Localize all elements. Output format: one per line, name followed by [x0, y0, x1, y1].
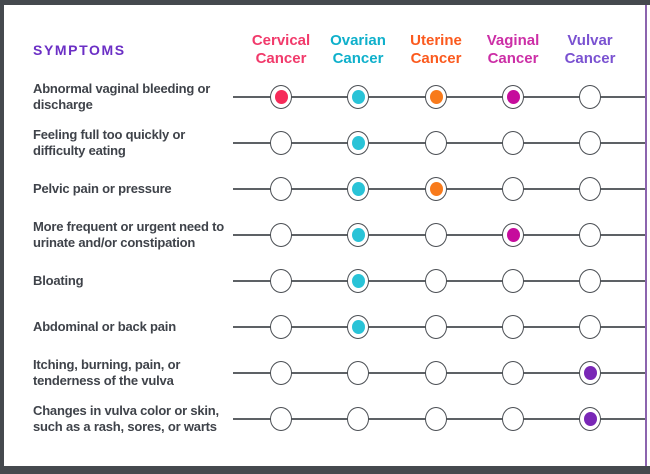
empty-circle — [425, 269, 447, 293]
symptom-dot — [429, 90, 443, 104]
symptom-rows: Abnormal vaginal bleeding or discharge Fe… — [0, 74, 650, 442]
marked-circle — [270, 85, 292, 109]
symptom-row: Feeling full too quickly or difficulty e… — [0, 120, 650, 166]
symptom-row: Pelvic pain or pressure — [0, 166, 650, 212]
empty-circle — [579, 315, 601, 339]
column-header: Ovarian Cancer — [330, 32, 386, 67]
column-header: Vulvar Cancer — [564, 32, 616, 67]
symptom-dot — [429, 182, 443, 196]
symptom-label: Changes in vulva color or skin, such as … — [33, 403, 219, 434]
empty-circle — [425, 361, 447, 385]
symptom-dot — [506, 90, 520, 104]
marked-circle — [425, 85, 447, 109]
symptom-dot — [351, 228, 365, 242]
empty-circle — [270, 315, 292, 339]
empty-circle — [347, 407, 369, 431]
symptom-row: Itching, burning, pain, or tenderness of… — [0, 350, 650, 396]
empty-circle — [270, 177, 292, 201]
marked-circle — [347, 131, 369, 155]
frame-left-border — [0, 0, 4, 474]
symptom-label: More frequent or urgent need to urinate … — [33, 219, 224, 250]
empty-circle — [502, 131, 524, 155]
symptom-row: More frequent or urgent need to urinate … — [0, 212, 650, 258]
frame-bottom-border — [0, 466, 650, 474]
empty-circle — [502, 177, 524, 201]
symptom-dot — [351, 136, 365, 150]
symptom-label: Abnormal vaginal bleeding or discharge — [33, 81, 211, 112]
empty-circle — [502, 315, 524, 339]
symptom-label: Itching, burning, pain, or tenderness of… — [33, 357, 181, 388]
empty-circle — [425, 223, 447, 247]
symptom-dot — [351, 274, 365, 288]
empty-circle — [270, 131, 292, 155]
marked-circle — [347, 177, 369, 201]
marked-circle — [579, 407, 601, 431]
symptom-label: Feeling full too quickly or difficulty e… — [33, 127, 186, 158]
symptom-dot — [351, 320, 365, 334]
symptom-row: Abnormal vaginal bleeding or discharge — [0, 74, 650, 120]
symptom-row: Abdominal or back pain — [0, 304, 650, 350]
marked-circle — [347, 315, 369, 339]
marked-circle — [347, 223, 369, 247]
empty-circle — [502, 407, 524, 431]
marked-circle — [579, 361, 601, 385]
empty-circle — [347, 361, 369, 385]
column-header: Cervical Cancer — [251, 32, 311, 67]
empty-circle — [425, 407, 447, 431]
empty-circle — [579, 85, 601, 109]
marked-circle — [425, 177, 447, 201]
symptom-dot — [351, 90, 365, 104]
symptoms-title: SYMPTOMS — [33, 42, 126, 58]
empty-circle — [579, 131, 601, 155]
symptom-label: Abdominal or back pain — [33, 319, 176, 334]
marked-circle — [347, 269, 369, 293]
empty-circle — [270, 407, 292, 431]
symptom-row: Bloating — [0, 258, 650, 304]
marked-circle — [502, 223, 524, 247]
marked-circle — [347, 85, 369, 109]
column-header: Uterine Cancer — [410, 32, 462, 67]
empty-circle — [502, 361, 524, 385]
symptom-row: Changes in vulva color or skin, such as … — [0, 396, 650, 442]
empty-circle — [502, 269, 524, 293]
empty-circle — [579, 177, 601, 201]
symptom-dot — [506, 228, 520, 242]
empty-circle — [270, 361, 292, 385]
symptom-label: Bloating — [33, 273, 84, 288]
symptom-dot — [583, 412, 597, 426]
empty-circle — [425, 131, 447, 155]
empty-circle — [425, 315, 447, 339]
empty-circle — [270, 269, 292, 293]
empty-circle — [579, 269, 601, 293]
frame-right-border — [645, 5, 647, 466]
symptom-dot — [274, 90, 288, 104]
frame-top-border — [0, 0, 650, 5]
symptom-dot — [583, 366, 597, 380]
empty-circle — [579, 223, 601, 247]
marked-circle — [502, 85, 524, 109]
column-header: Vaginal Cancer — [486, 32, 540, 67]
symptom-label: Pelvic pain or pressure — [33, 181, 172, 196]
empty-circle — [270, 223, 292, 247]
symptom-dot — [351, 182, 365, 196]
